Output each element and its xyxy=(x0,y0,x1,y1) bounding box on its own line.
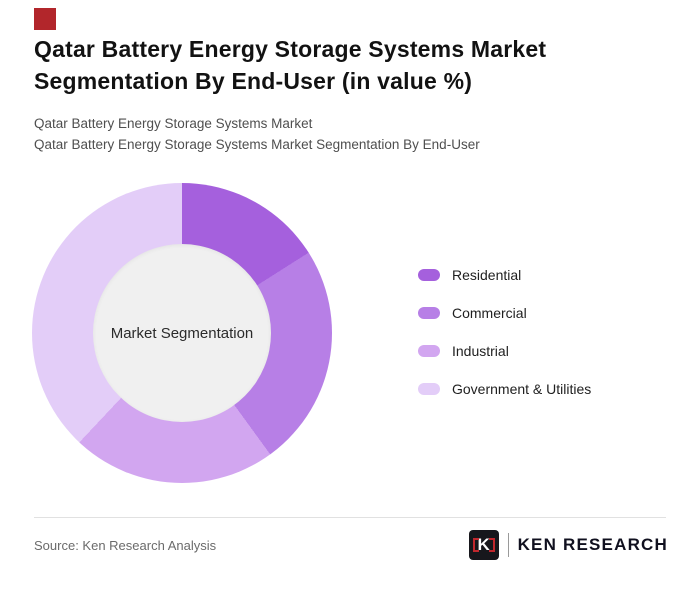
brand-accent-square xyxy=(34,8,56,30)
chart-legend: Residential Commercial Industrial Govern… xyxy=(418,266,591,418)
legend-item-residential: Residential xyxy=(418,266,591,284)
logo-k-icon: K xyxy=(468,530,499,560)
subtitle-block: Qatar Battery Energy Storage Systems Mar… xyxy=(34,113,480,155)
source-text: Source: Ken Research Analysis xyxy=(34,538,217,553)
logo-separator xyxy=(507,533,509,557)
logo-k-letter: K xyxy=(477,535,490,554)
donut-chart: Market Segmentation Residential Commerci… xyxy=(0,170,700,500)
legend-label: Commercial xyxy=(452,305,527,321)
subtitle-line-1: Qatar Battery Energy Storage Systems Mar… xyxy=(34,116,313,131)
legend-label: Industrial xyxy=(452,343,509,359)
page-title: Qatar Battery Energy Storage Systems Mar… xyxy=(34,36,547,94)
legend-item-government-utilities: Government & Utilities xyxy=(418,380,591,398)
legend-item-industrial: Industrial xyxy=(418,342,591,360)
donut-center: Market Segmentation xyxy=(93,244,271,422)
legend-item-commercial: Commercial xyxy=(418,304,591,322)
legend-swatch xyxy=(418,269,440,281)
donut-center-label: Market Segmentation xyxy=(110,324,254,342)
legend-swatch xyxy=(418,383,440,395)
donut-ring: Market Segmentation xyxy=(32,183,332,483)
logo-wordmark: KEN RESEARCH xyxy=(517,535,668,554)
legend-label: Government & Utilities xyxy=(452,381,592,397)
footer-divider xyxy=(34,517,666,518)
ken-research-logo: K KEN RESEARCH xyxy=(468,530,668,560)
legend-label: Residential xyxy=(452,267,522,283)
legend-swatch xyxy=(418,307,440,319)
legend-swatch xyxy=(418,345,440,357)
subtitle-line-2: Qatar Battery Energy Storage Systems Mar… xyxy=(34,137,480,152)
